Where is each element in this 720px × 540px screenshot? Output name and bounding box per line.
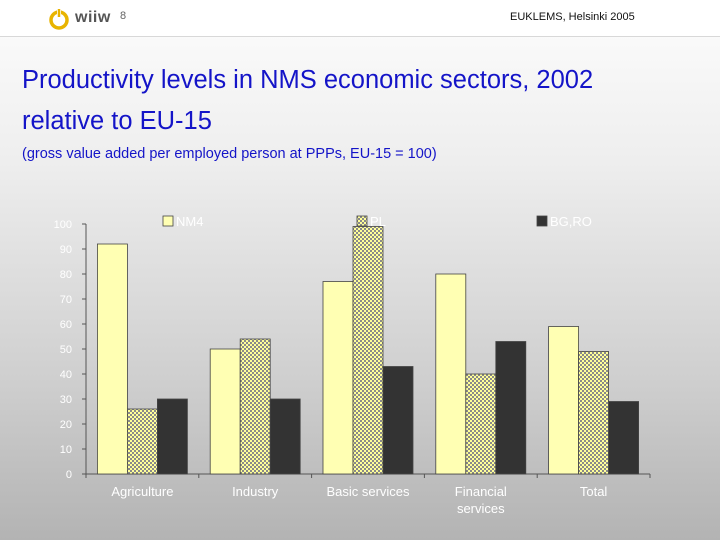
slide-subtitle: (gross value added per employed person a… — [22, 146, 437, 162]
y-tick-label: 80 — [60, 269, 72, 281]
y-tick-label: 0 — [66, 469, 72, 481]
chart-legend: NM4 PL BG,RO — [162, 214, 592, 229]
x-tick-label: Financial — [455, 484, 507, 499]
bar-nm4 — [435, 273, 467, 475]
bar-pl — [578, 351, 609, 475]
title-line-2: relative to EU-15 — [22, 107, 212, 135]
x-tick-label: services — [457, 501, 505, 516]
legend-label: PL — [370, 214, 386, 229]
slide-title: Productivity levels in NMS economic sect… — [22, 60, 718, 142]
y-tick-label: 90 — [60, 244, 72, 256]
wiiw-logo: wiiw — [47, 8, 137, 32]
title-line-1: Productivity levels in NMS economic sect… — [22, 66, 594, 94]
y-tick-label: 20 — [60, 419, 72, 431]
bar-nm4 — [322, 281, 354, 475]
y-tick-label: 50 — [60, 344, 72, 356]
bar-bg-ro — [495, 341, 527, 475]
bar-bg-ro — [156, 398, 188, 475]
legend-label: BG,RO — [550, 214, 592, 229]
chart-bars — [97, 226, 639, 475]
chart-axes: 0 10 20 30 40 50 60 70 80 90 100 Agriculture Industr… — [54, 219, 651, 516]
bar-pl — [465, 373, 497, 475]
x-tick-label: Basic services — [326, 484, 410, 499]
x-tick-label: Industry — [232, 484, 279, 499]
y-tick-label: 60 — [60, 319, 72, 331]
slide-header: wiiw 8 EUKLEMS, Helsinki 2005 — [0, 0, 720, 37]
bar-nm4 — [209, 348, 241, 475]
legend-swatch — [162, 215, 174, 227]
y-tick-label: 40 — [60, 369, 72, 381]
legend-swatch — [356, 215, 368, 227]
bar-bg-ro — [382, 366, 414, 475]
x-tick-label: Agriculture — [111, 484, 173, 499]
bar-pl — [239, 338, 271, 475]
y-tick-label: 70 — [60, 294, 72, 306]
bar-nm4 — [548, 326, 579, 475]
event-label: EUKLEMS, Helsinki 2005 — [510, 11, 635, 23]
bar-pl — [127, 408, 158, 475]
bar-pl — [352, 226, 384, 475]
legend-swatch — [536, 215, 548, 227]
y-tick-label: 10 — [60, 444, 72, 456]
logo-text: wiiw — [75, 9, 111, 26]
bar-nm4 — [97, 243, 128, 475]
legend-label: NM4 — [176, 214, 203, 229]
x-tick-label: Total — [580, 484, 608, 499]
y-tick-label: 30 — [60, 394, 72, 406]
bar-bg-ro — [269, 398, 301, 475]
page-number: 8 — [120, 10, 127, 22]
wiiw-logo-icon — [49, 9, 69, 30]
y-tick-label: 100 — [54, 219, 72, 231]
bar-bg-ro — [608, 401, 639, 475]
